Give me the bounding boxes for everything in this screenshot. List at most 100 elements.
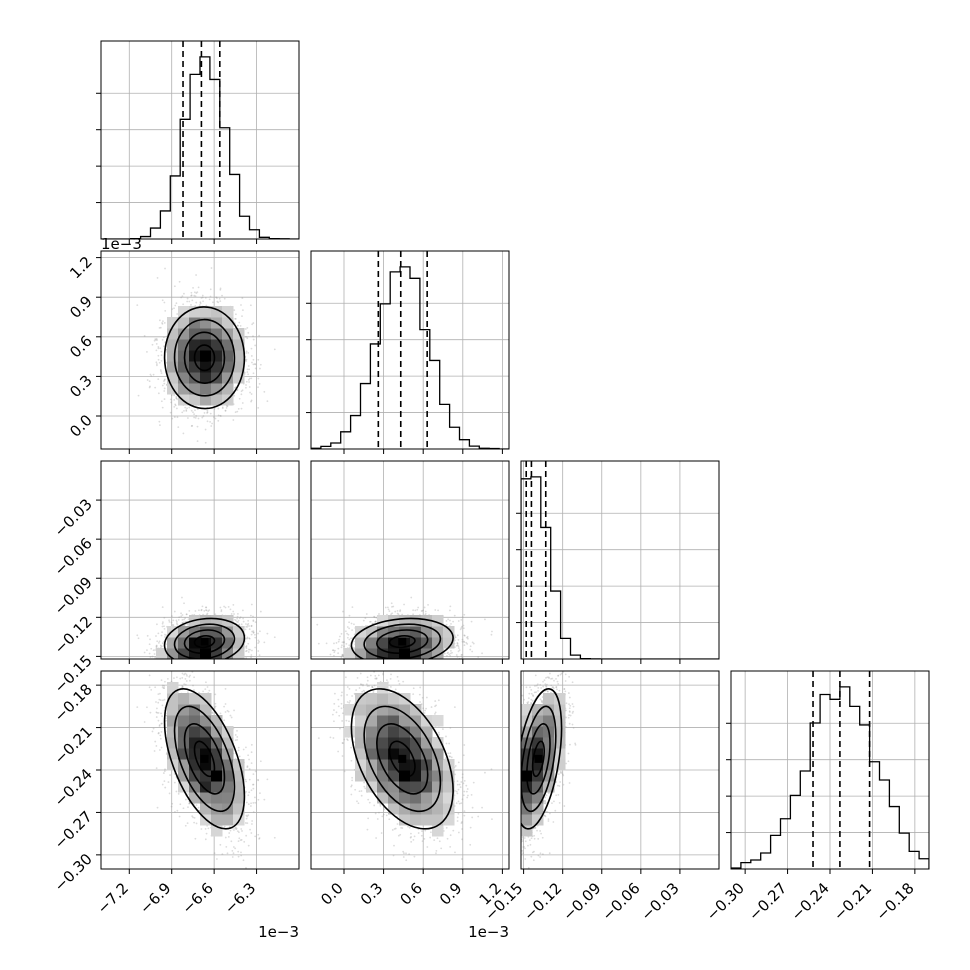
panel-1-0: 0.00.30.60.91.21e−3: [66, 235, 300, 454]
sample-point: [244, 328, 247, 330]
sample-point: [185, 410, 188, 412]
sample-point: [252, 631, 255, 634]
sample-point: [254, 633, 256, 636]
sample-point: [204, 297, 207, 299]
density-cell: [222, 350, 234, 362]
sample-point: [205, 609, 207, 612]
density-cell: [222, 372, 234, 384]
sample-point: [186, 300, 189, 303]
sample-point: [248, 377, 251, 380]
sample-point: [240, 393, 243, 396]
sample-point: [201, 296, 204, 299]
sample-point: [245, 352, 248, 354]
density-cell: [167, 372, 179, 384]
density-cell: [211, 339, 223, 351]
sample-point: [257, 386, 259, 389]
histogram-step: [311, 266, 509, 449]
density-cell: [211, 306, 223, 318]
sample-point: [245, 358, 248, 361]
sample-point: [252, 363, 255, 366]
sample-point: [233, 309, 236, 312]
sample-point: [190, 409, 193, 412]
sample-point: [258, 334, 261, 337]
sample-point: [245, 360, 248, 363]
sample-point: [234, 411, 237, 414]
density-cell: [178, 350, 190, 362]
sample-point: [233, 613, 235, 615]
sample-point: [181, 618, 184, 621]
sample-point: [250, 624, 253, 627]
sample-point: [238, 397, 241, 400]
sample-point: [146, 379, 149, 381]
sample-point: [229, 608, 232, 611]
sample-point: [220, 610, 223, 613]
sample-point: [175, 302, 178, 305]
sample-point: [224, 409, 227, 412]
sample-point: [250, 603, 253, 606]
sample-point: [192, 286, 194, 289]
sample-point: [198, 304, 201, 306]
sample-point: [266, 400, 269, 403]
sample-point: [252, 372, 255, 375]
sample-point: [236, 324, 239, 327]
sample-point: [158, 319, 161, 322]
sample-point: [157, 378, 160, 381]
sample-point: [207, 610, 210, 613]
sample-point: [185, 613, 188, 616]
sample-point: [173, 394, 176, 397]
sample-point: [159, 646, 162, 649]
sample-point: [160, 359, 163, 362]
sample-point: [148, 386, 151, 389]
sample-point: [204, 441, 207, 444]
sample-point: [182, 432, 185, 435]
sample-point: [188, 406, 191, 409]
sample-point: [250, 393, 253, 395]
sample-point: [217, 414, 220, 417]
sample-point: [221, 406, 224, 409]
sample-point: [251, 630, 254, 633]
sample-point: [227, 605, 230, 608]
sample-point: [247, 622, 250, 625]
sample-point: [225, 406, 228, 409]
density-peak: [200, 353, 209, 362]
sample-point: [164, 633, 166, 636]
sample-point: [215, 296, 218, 299]
sample-point: [190, 291, 193, 294]
density-cell: [178, 361, 190, 373]
sample-point: [155, 361, 158, 364]
sample-point: [158, 327, 161, 329]
sample-point: [173, 610, 176, 613]
sample-point: [173, 398, 176, 401]
sample-point: [178, 616, 181, 619]
contour-2: [173, 318, 236, 397]
sample-point: [237, 407, 240, 410]
sample-point: [254, 621, 257, 623]
sample-point: [191, 299, 194, 302]
sample-point: [194, 416, 197, 419]
density-cell: [233, 372, 245, 384]
sample-point: [181, 614, 184, 616]
ytick-label: 0.3: [66, 372, 96, 402]
sample-point: [163, 301, 166, 304]
sample-point: [254, 363, 256, 365]
sample-point: [246, 371, 249, 373]
density-cell: [178, 317, 190, 329]
sample-point: [193, 416, 196, 419]
sample-point: [205, 606, 207, 609]
sample-point: [245, 645, 247, 648]
sample-point: [234, 618, 236, 621]
sample-point: [175, 397, 178, 399]
sample-point: [232, 610, 235, 613]
sample-point: [156, 363, 158, 365]
sample-point: [196, 291, 199, 293]
sample-point: [188, 609, 191, 612]
sample-point: [157, 642, 160, 644]
sample-point: [160, 645, 163, 648]
sample-point: [252, 335, 254, 338]
sample-point: [246, 636, 249, 639]
ytick-label: 0.6: [66, 332, 96, 362]
sample-point: [161, 384, 164, 387]
sample-point: [176, 623, 179, 626]
sample-point: [221, 407, 224, 410]
sample-point: [250, 377, 253, 380]
